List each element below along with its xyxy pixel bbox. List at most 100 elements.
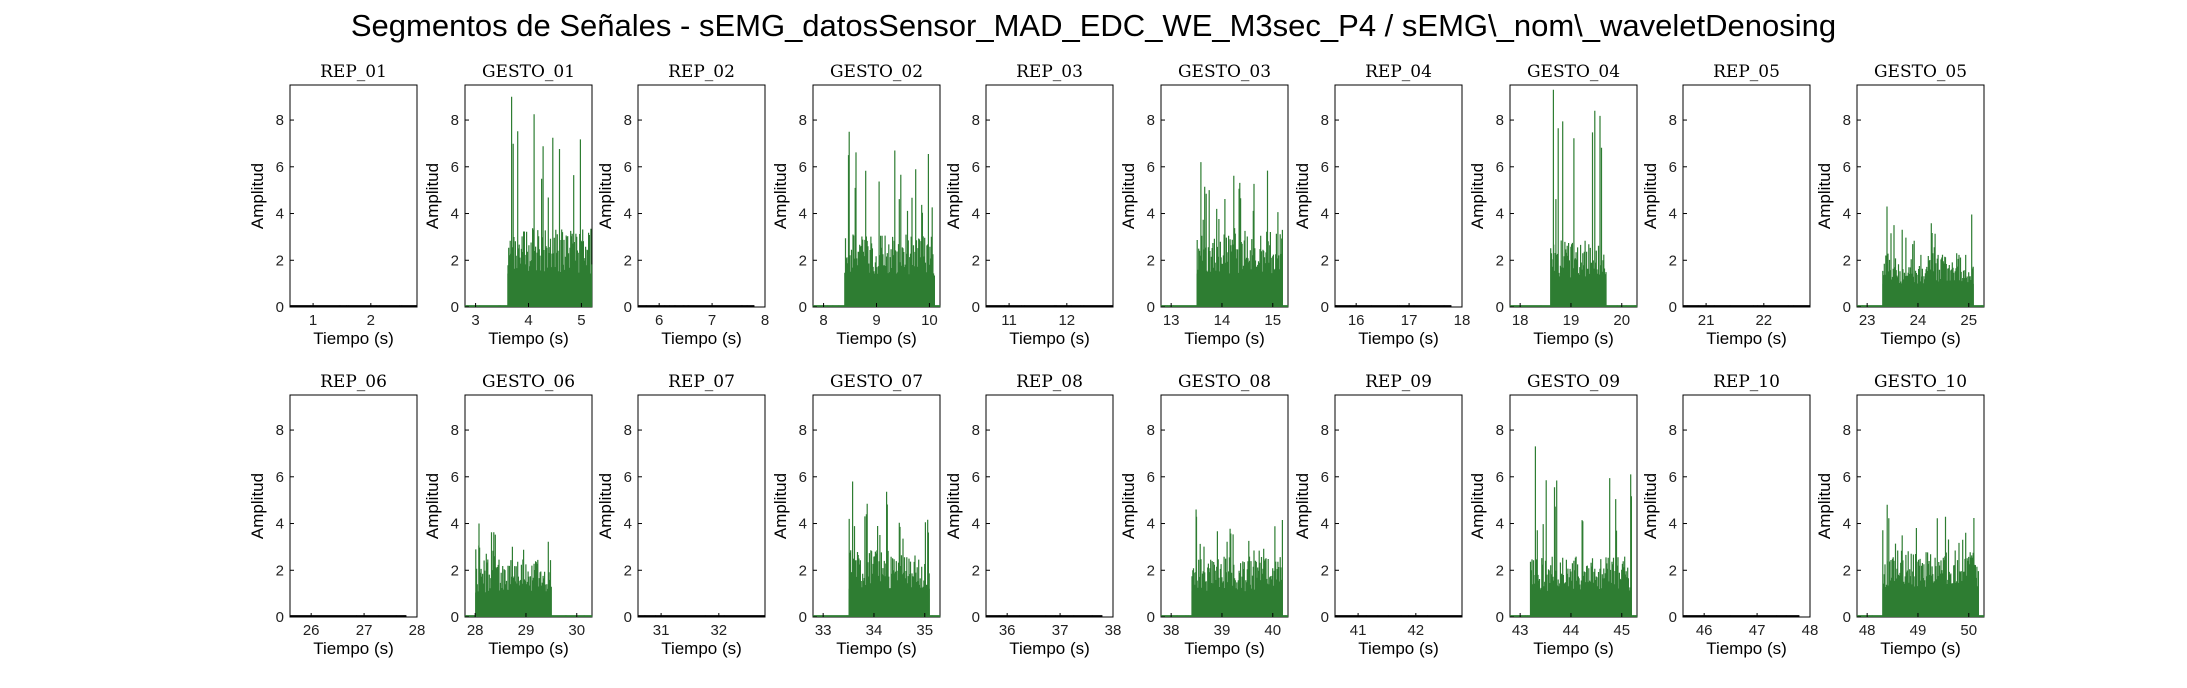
x-tick-label: 20 — [1613, 312, 1630, 329]
x-axis-label: Tiempo (s) — [1533, 639, 1614, 658]
x-tick-label: 18 — [1512, 312, 1529, 329]
x-tick-label: 28 — [409, 622, 426, 639]
y-tick-label: 2 — [1321, 252, 1329, 269]
y-tick-label: 2 — [1147, 562, 1155, 579]
y-tick-label: 2 — [972, 562, 980, 579]
y-tick-label: 2 — [799, 562, 807, 579]
y-tick-label: 2 — [624, 562, 632, 579]
y-tick-label: 4 — [799, 206, 807, 223]
x-axis-label: Tiempo (s) — [836, 639, 917, 658]
y-tick-label: 0 — [799, 299, 807, 316]
x-tick-label: 44 — [1563, 622, 1580, 639]
y-tick-label: 0 — [1669, 299, 1677, 316]
y-axis-label: Amplitud — [423, 473, 442, 539]
y-tick-label: 8 — [276, 422, 284, 439]
axes-frame — [289, 394, 418, 618]
y-tick-label: 0 — [451, 299, 459, 316]
y-tick-label: 4 — [1669, 516, 1677, 533]
y-axis-label: Amplitud — [1815, 473, 1834, 539]
y-axis-label: Amplitud — [944, 473, 963, 539]
y-tick-label: 8 — [1669, 422, 1677, 439]
subplot-title: GESTO_04 — [1527, 62, 1620, 82]
subplot: REP_08 0 2 4 6 8 36 37 38 Tiempo (s) Amplitud — [944, 372, 1121, 658]
x-tick-label: 2 — [367, 312, 375, 329]
y-tick-label: 4 — [1321, 516, 1329, 533]
subplot: GESTO_01 0 2 4 6 8 3 4 5 Tiempo (s) Amplitud — [423, 62, 593, 348]
y-tick-label: 8 — [1496, 422, 1504, 439]
x-axis-label: Tiempo (s) — [1184, 329, 1265, 348]
subplot-title: REP_07 — [668, 372, 735, 392]
y-tick-label: 6 — [451, 159, 459, 176]
y-tick-label: 0 — [972, 609, 980, 626]
y-tick-label: 0 — [276, 609, 284, 626]
subplot: REP_06 0 2 4 6 8 26 27 28 Tiempo (s) Amplitud — [248, 372, 425, 658]
subplot-title: REP_02 — [668, 62, 735, 82]
y-tick-label: 2 — [1843, 562, 1851, 579]
subplot-title: REP_10 — [1713, 372, 1780, 392]
y-tick-label: 8 — [1843, 422, 1851, 439]
y-tick-label: 8 — [1669, 112, 1677, 129]
y-axis-label: Amplitud — [1119, 473, 1138, 539]
x-axis-label: Tiempo (s) — [661, 639, 742, 658]
y-tick-label: 2 — [1321, 562, 1329, 579]
y-axis-label: Amplitud — [423, 163, 442, 229]
subplot-title: GESTO_08 — [1178, 372, 1271, 392]
y-axis-label: Amplitud — [596, 163, 615, 229]
y-tick-label: 4 — [1496, 516, 1504, 533]
y-tick-label: 6 — [1843, 469, 1851, 486]
y-tick-label: 6 — [1147, 469, 1155, 486]
x-tick-label: 35 — [916, 622, 933, 639]
y-tick-label: 2 — [799, 252, 807, 269]
y-tick-label: 6 — [624, 469, 632, 486]
y-tick-label: 0 — [1321, 299, 1329, 316]
subplot-title: GESTO_05 — [1874, 62, 1967, 82]
y-tick-label: 4 — [1321, 206, 1329, 223]
x-tick-label: 19 — [1563, 312, 1580, 329]
y-axis-label: Amplitud — [1468, 163, 1487, 229]
x-tick-label: 26 — [303, 622, 320, 639]
x-axis-label: Tiempo (s) — [1706, 639, 1787, 658]
x-axis-label: Tiempo (s) — [836, 329, 917, 348]
y-tick-label: 2 — [276, 252, 284, 269]
y-tick-label: 8 — [1147, 422, 1155, 439]
x-tick-label: 36 — [999, 622, 1016, 639]
y-tick-label: 2 — [1496, 252, 1504, 269]
x-tick-label: 30 — [568, 622, 585, 639]
y-axis-label: Amplitud — [771, 163, 790, 229]
y-tick-label: 6 — [624, 159, 632, 176]
x-axis-label: Tiempo (s) — [1358, 329, 1439, 348]
x-tick-label: 38 — [1105, 622, 1122, 639]
x-tick-label: 16 — [1348, 312, 1365, 329]
y-tick-label: 0 — [1321, 609, 1329, 626]
y-tick-label: 2 — [451, 562, 459, 579]
subplot-title: GESTO_02 — [830, 62, 923, 82]
y-tick-label: 0 — [1496, 299, 1504, 316]
subplot-title: REP_05 — [1713, 62, 1780, 82]
y-tick-label: 4 — [799, 516, 807, 533]
subplot-title: REP_03 — [1016, 62, 1083, 82]
subplot: REP_02 0 2 4 6 8 6 7 8 Tiempo (s) Amplitud — [596, 62, 769, 348]
x-tick-label: 9 — [872, 312, 880, 329]
subplot-title: GESTO_06 — [482, 372, 575, 392]
axes-frame — [637, 394, 766, 618]
x-tick-label: 25 — [1960, 312, 1977, 329]
y-tick-label: 8 — [276, 112, 284, 129]
x-tick-label: 28 — [467, 622, 484, 639]
axes-frame — [985, 84, 1114, 308]
x-tick-label: 5 — [577, 312, 585, 329]
y-axis-label: Amplitud — [596, 473, 615, 539]
y-tick-label: 4 — [1843, 206, 1851, 223]
y-tick-label: 2 — [624, 252, 632, 269]
x-axis-label: Tiempo (s) — [1184, 639, 1265, 658]
x-tick-label: 40 — [1264, 622, 1281, 639]
x-tick-label: 50 — [1960, 622, 1977, 639]
x-tick-label: 21 — [1698, 312, 1715, 329]
y-tick-label: 0 — [624, 609, 632, 626]
y-tick-label: 8 — [1321, 112, 1329, 129]
y-tick-label: 6 — [972, 469, 980, 486]
x-tick-label: 46 — [1696, 622, 1713, 639]
y-tick-label: 4 — [624, 516, 632, 533]
